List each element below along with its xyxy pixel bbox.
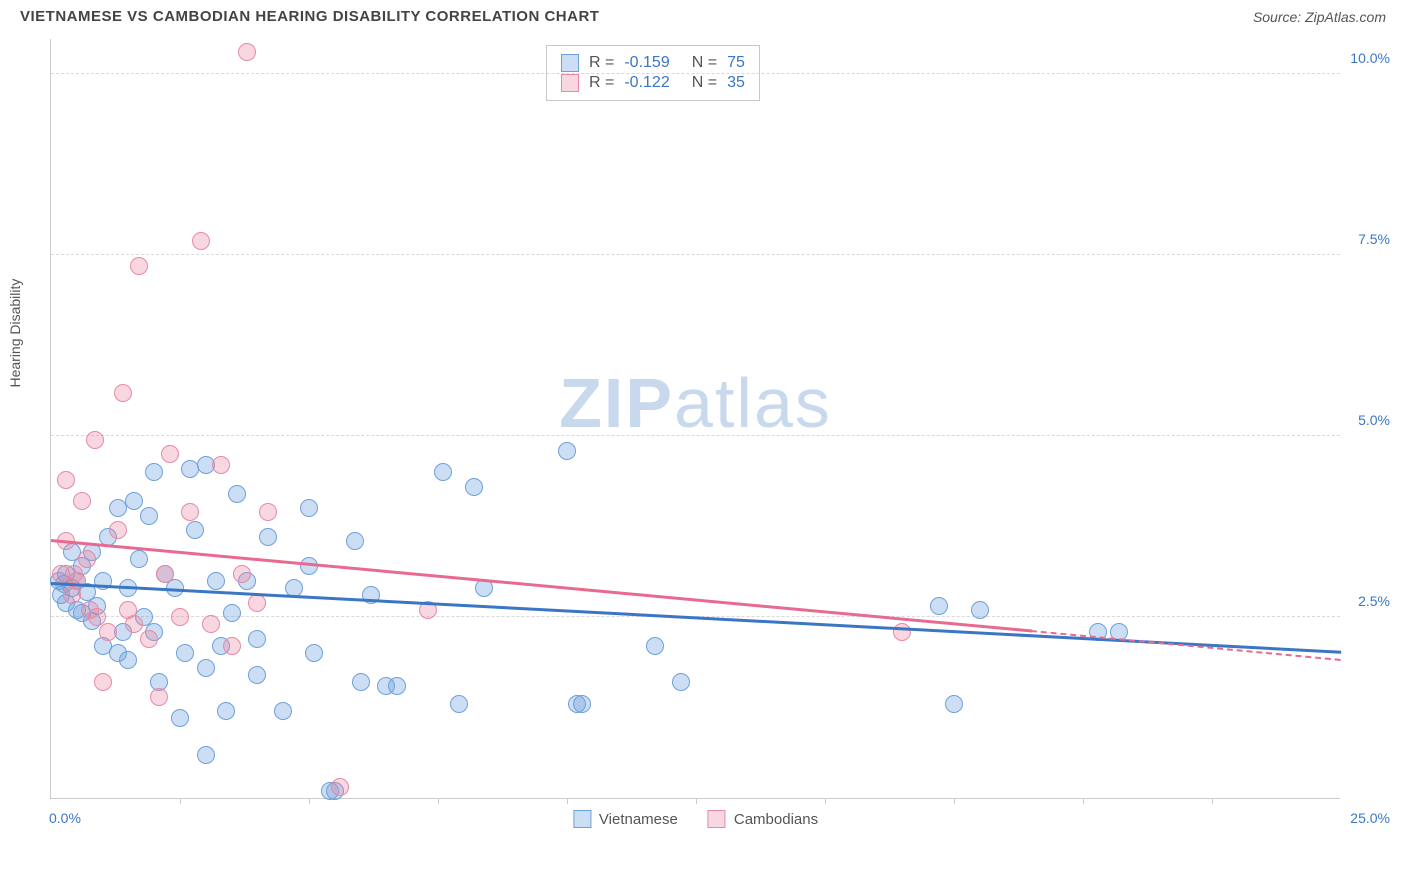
data-point: [274, 702, 292, 720]
x-tick: [180, 798, 181, 804]
data-point: [646, 637, 664, 655]
data-point: [971, 601, 989, 619]
data-point: [125, 615, 143, 633]
x-tick: [309, 798, 310, 804]
legend-item-cambodians: Cambodians: [708, 810, 818, 828]
series-swatch-icon: [561, 74, 579, 92]
legend-swatch-icon: [708, 810, 726, 828]
data-point: [672, 673, 690, 691]
data-point: [248, 630, 266, 648]
data-point: [223, 604, 241, 622]
data-point: [893, 623, 911, 641]
y-tick-label: 5.0%: [1344, 412, 1390, 428]
x-tick: [1083, 798, 1084, 804]
data-point: [114, 384, 132, 402]
data-point: [259, 503, 277, 521]
trend-line: [51, 539, 1032, 632]
y-axis-label: Hearing Disability: [7, 279, 23, 388]
data-point: [228, 485, 246, 503]
trend-line-extrapolated: [1031, 630, 1341, 661]
data-point: [434, 463, 452, 481]
data-point: [68, 572, 86, 590]
data-point: [352, 673, 370, 691]
data-point: [300, 499, 318, 517]
data-point: [181, 503, 199, 521]
data-point: [140, 630, 158, 648]
data-point: [930, 597, 948, 615]
data-point: [573, 695, 591, 713]
data-point: [331, 778, 349, 796]
data-point: [223, 637, 241, 655]
chart-header: VIETNAMESE VS CAMBODIAN HEARING DISABILI…: [0, 0, 1406, 29]
x-tick: [1212, 798, 1213, 804]
data-point: [130, 257, 148, 275]
legend: Vietnamese Cambodians: [573, 810, 818, 828]
x-tick: [954, 798, 955, 804]
data-point: [99, 623, 117, 641]
stats-row: R = -0.159N = 75: [561, 54, 745, 72]
data-point: [156, 565, 174, 583]
data-point: [192, 232, 210, 250]
data-point: [130, 550, 148, 568]
data-point: [945, 695, 963, 713]
chart-title: VIETNAMESE VS CAMBODIAN HEARING DISABILI…: [20, 8, 599, 25]
data-point: [94, 673, 112, 691]
data-point: [202, 615, 220, 633]
data-point: [558, 442, 576, 460]
data-point: [171, 608, 189, 626]
data-point: [186, 521, 204, 539]
gridline: [51, 254, 1340, 255]
gridline: [51, 73, 1340, 74]
data-point: [145, 463, 163, 481]
y-tick-label: 10.0%: [1344, 50, 1390, 66]
data-point: [197, 659, 215, 677]
legend-item-vietnamese: Vietnamese: [573, 810, 678, 828]
series-swatch-icon: [561, 54, 579, 72]
data-point: [161, 445, 179, 463]
data-point: [217, 702, 235, 720]
stats-row: R = -0.122N = 35: [561, 74, 745, 92]
data-point: [150, 688, 168, 706]
data-point: [465, 478, 483, 496]
data-point: [346, 532, 364, 550]
data-point: [207, 572, 225, 590]
data-point: [119, 651, 137, 669]
data-point: [176, 644, 194, 662]
x-tick: [567, 798, 568, 804]
scatter-plot: ZIPatlas R = -0.159N = 75 R = -0.122N = 3…: [50, 39, 1340, 799]
data-point: [212, 456, 230, 474]
data-point: [238, 43, 256, 61]
x-tick: [825, 798, 826, 804]
x-axis-max-label: 25.0%: [1350, 810, 1390, 826]
data-point: [86, 431, 104, 449]
watermark-text: ZIPatlas: [559, 363, 832, 443]
y-tick-label: 7.5%: [1344, 231, 1390, 247]
source-label: Source: ZipAtlas.com: [1253, 9, 1386, 25]
data-point: [450, 695, 468, 713]
data-point: [305, 644, 323, 662]
data-point: [197, 746, 215, 764]
x-tick: [438, 798, 439, 804]
data-point: [171, 709, 189, 727]
data-point: [57, 471, 75, 489]
data-point: [140, 507, 158, 525]
legend-swatch-icon: [573, 810, 591, 828]
chart-area: Hearing Disability ZIPatlas R = -0.159N …: [50, 39, 1390, 829]
data-point: [259, 528, 277, 546]
x-tick: [696, 798, 697, 804]
x-axis-min-label: 0.0%: [49, 810, 81, 826]
data-point: [73, 492, 91, 510]
data-point: [125, 492, 143, 510]
data-point: [388, 677, 406, 695]
y-tick-label: 2.5%: [1344, 593, 1390, 609]
data-point: [248, 594, 266, 612]
gridline: [51, 435, 1340, 436]
data-point: [300, 557, 318, 575]
data-point: [78, 550, 96, 568]
data-point: [109, 521, 127, 539]
data-point: [248, 666, 266, 684]
data-point: [233, 565, 251, 583]
